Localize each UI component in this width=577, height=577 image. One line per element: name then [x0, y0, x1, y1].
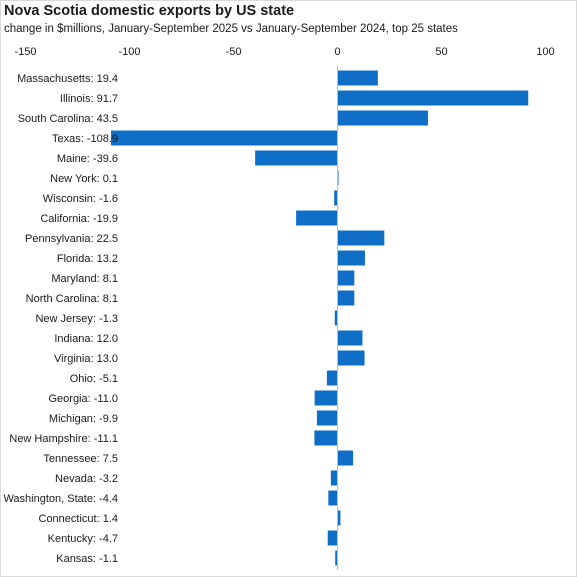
chart-title: Nova Scotia domestic exports by US state [4, 3, 295, 19]
bar [334, 190, 338, 206]
x-tick-label: 0 [334, 46, 340, 58]
bar [337, 230, 385, 246]
category-label: South Carolina: 43.5 [18, 113, 118, 125]
category-label: Massachusetts: 19.4 [17, 73, 118, 85]
bar [330, 470, 338, 486]
x-tick-label: -150 [14, 46, 36, 58]
bar [337, 510, 341, 526]
category-label: Florida: 13.2 [57, 253, 118, 265]
bar [337, 290, 355, 306]
bar [314, 430, 338, 446]
bar [314, 390, 338, 406]
category-label: Texas: -108.9 [52, 133, 118, 145]
category-label: New Jersey: -1.3 [35, 313, 118, 325]
bar [337, 270, 355, 286]
bar [337, 330, 363, 346]
bar [327, 530, 338, 546]
category-label: Kentucky: -4.7 [48, 533, 118, 545]
category-label: California: -19.9 [40, 213, 118, 225]
category-labels: Massachusetts: 19.4 Illinois: 91.7 South C… [3, 73, 118, 565]
category-label: Georgia: -11.0 [48, 393, 118, 405]
x-tick-label: 100 [536, 46, 554, 58]
bar [326, 370, 338, 386]
category-label: Indiana: 12.0 [54, 333, 118, 345]
bar [337, 110, 428, 126]
category-label: Wisconsin: -1.6 [43, 193, 118, 205]
x-tick-label: -50 [226, 46, 242, 58]
category-label: Tennessee: 7.5 [43, 453, 118, 465]
x-tick-label: -100 [118, 46, 140, 58]
category-label: Virginia: 13.0 [54, 353, 118, 365]
bar [337, 450, 354, 466]
bars [110, 70, 529, 566]
bar [337, 90, 529, 106]
category-label: Washington, State: -4.4 [3, 493, 118, 505]
category-label: Connecticut: 1.4 [39, 513, 119, 525]
bar [337, 70, 378, 86]
bar [328, 490, 338, 506]
category-label: Michigan: -9.9 [49, 413, 118, 425]
bar [110, 130, 338, 146]
category-label: Maryland: 8.1 [51, 273, 118, 285]
category-label: Pennsylvania: 22.5 [25, 233, 118, 245]
bar [335, 550, 338, 566]
bar [337, 250, 365, 266]
chart-subtitle: change in $millions, January-September 2… [4, 23, 458, 35]
category-label: Ohio: -5.1 [70, 373, 118, 385]
category-label: Nevada: -3.2 [55, 473, 118, 485]
bar [337, 350, 365, 366]
category-label: Kansas: -1.1 [56, 553, 118, 565]
bar [255, 150, 338, 166]
category-label: Maine: -39.6 [57, 153, 118, 165]
bar [334, 310, 338, 326]
bar [316, 410, 338, 426]
category-label: New Hampshire: -11.1 [9, 433, 118, 445]
x-axis-ticks: -150-100-50050100150 [14, 46, 554, 58]
bar [296, 210, 338, 226]
category-label: New York: 0.1 [50, 173, 118, 185]
category-label: Illinois: 91.7 [60, 93, 118, 105]
x-tick-label: 50 [435, 46, 447, 58]
category-label: North Carolina: 8.1 [26, 293, 118, 305]
